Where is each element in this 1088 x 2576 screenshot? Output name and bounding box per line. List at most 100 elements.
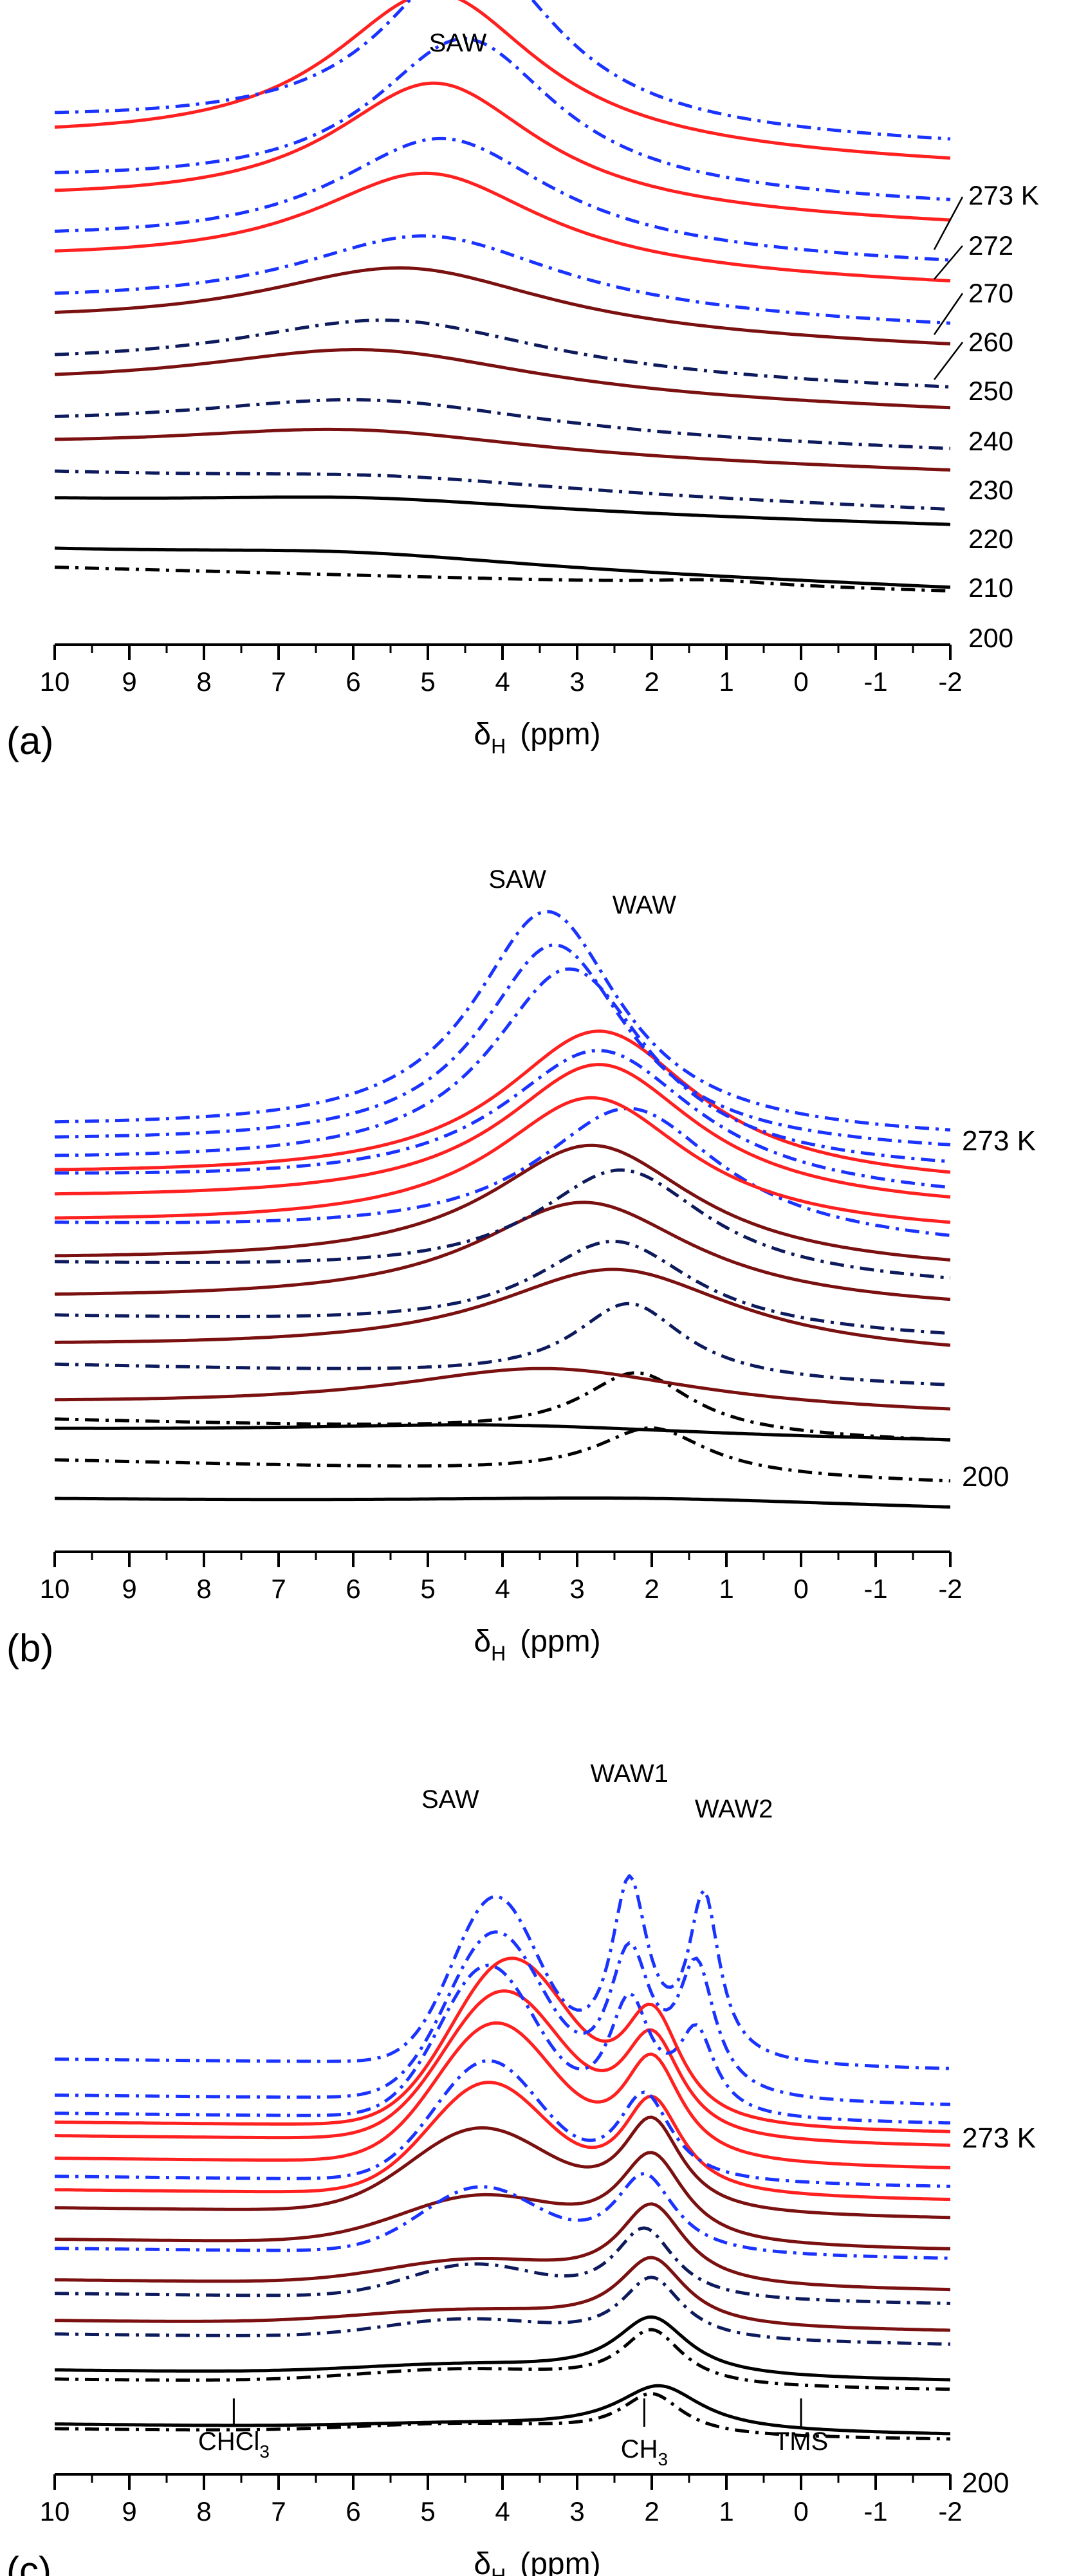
x-axis-label-sub: H [491, 735, 506, 758]
series-line-270 [55, 1049, 951, 1190]
series-line-273g [54, 0, 951, 141]
series-line-255 [54, 2081, 951, 2202]
series-line-225 [54, 1302, 951, 1386]
peak-label-waw2: WAW2 [695, 1795, 773, 1823]
x-tick-label: -1 [863, 2496, 887, 2526]
x-tick-label: 1 [719, 2496, 733, 2526]
series-line-273b [54, 1930, 951, 2106]
series-line-235 [55, 2226, 951, 2305]
x-tick-label: 2 [644, 1574, 659, 1604]
x-tick-label: 2 [644, 2496, 659, 2526]
x-axis-label-unit: (ppm) [520, 1624, 600, 1659]
x-axis-label-sub: H [491, 1642, 506, 1665]
temp-label: 273 K [962, 2122, 1036, 2154]
x-tick-label: 5 [420, 1574, 435, 1604]
leader-line [934, 245, 963, 280]
leader-line [933, 196, 964, 250]
x-tick-label: 8 [196, 1574, 211, 1604]
panel-label: (c) [6, 2549, 51, 2576]
panel-c: 10 9 8 7 6 5 4 3 2 1 0 -1 -2δH (ppm)(c)SAWWAW1WAW2273… [6, 1760, 1036, 2576]
x-tick-label: 5 [420, 667, 435, 697]
x-tick-label: 10 [40, 1574, 70, 1604]
series-line-260 [54, 1096, 951, 1224]
series-line-245 [54, 2172, 951, 2260]
series-line-220 [54, 2256, 951, 2332]
series-line-230 [54, 2202, 951, 2292]
x-tick-label: 10 [40, 2496, 70, 2526]
series-line-273f [54, 0, 951, 160]
series-line-273e [54, 37, 951, 201]
peak-marker-ch: CH3 [621, 2435, 668, 2469]
peak-label-saw: SAW [429, 29, 487, 57]
temp-label: 272 [968, 230, 1013, 261]
peak-label-waw1: WAW1 [590, 1760, 668, 1788]
series-line-260 [54, 2059, 951, 2188]
series-line-215 [55, 2328, 951, 2391]
x-axis-label: δH (ppm) [474, 1624, 600, 1665]
series-line-225 [54, 2276, 951, 2346]
temp-label: 200 [962, 2467, 1009, 2499]
series-line-260 [54, 348, 951, 410]
series-line-210 [55, 2315, 951, 2382]
x-tick-label: 0 [793, 667, 808, 697]
series-line-273b [54, 171, 951, 282]
x-tick-label: 7 [271, 1574, 286, 1604]
series-line-210 [54, 1423, 951, 1442]
series-line-245 [54, 1168, 951, 1280]
series-line-273a [54, 234, 951, 325]
temp-label: 230 [968, 475, 1013, 505]
x-tick-label: 6 [346, 667, 360, 697]
x-tick-label: 4 [495, 667, 510, 697]
x-tick-label: 3 [569, 1574, 584, 1604]
peak-marker-ch-sub: 3 [658, 2449, 668, 2469]
x-tick-label: -1 [863, 1574, 887, 1604]
peak-marker-tms: TMS [774, 2427, 828, 2456]
x-tick-label: 2 [644, 667, 659, 697]
temp-label: 210 [968, 573, 1013, 603]
x-tick-label: -2 [938, 2496, 962, 2526]
x-axis-label-unit: (ppm) [520, 2547, 600, 2576]
x-tick-label: -1 [863, 667, 887, 697]
series-line-240 [54, 2151, 951, 2250]
series-line-272 [54, 266, 951, 345]
series-line-205 [54, 2392, 951, 2441]
series-line-210 [54, 566, 951, 593]
peak-label-saw: SAW [421, 1785, 479, 1814]
x-axis-label-delta: δ [474, 2547, 491, 2576]
x-tick-label: 3 [569, 2496, 584, 2526]
x-tick-label: 1 [719, 667, 733, 697]
leader-line [934, 342, 963, 380]
peak-marker-chcl-main: CHCl [198, 2427, 260, 2456]
series-line-220 [54, 1366, 951, 1411]
series-line-235 [54, 1240, 951, 1336]
x-tick-label: -2 [938, 1574, 962, 1604]
series-line-272 [54, 1029, 951, 1174]
series-line-240 [55, 1201, 951, 1302]
x-tick-label: 4 [495, 2496, 510, 2526]
x-tick-label: 9 [122, 1574, 136, 1604]
x-axis-label-unit: (ppm) [520, 717, 600, 751]
series-line-270 [54, 318, 951, 389]
series-line-200 [55, 2384, 951, 2436]
series-line-255 [54, 1107, 951, 1237]
x-axis-label: δH (ppm) [474, 2547, 600, 2576]
leader-line [933, 293, 964, 335]
x-tick-label: 6 [346, 1574, 360, 1604]
series-line-273d [54, 81, 951, 222]
peak-marker-tms-main: TMS [774, 2427, 828, 2456]
series-line-265 [54, 2021, 951, 2169]
series-line-250 [54, 1143, 951, 1262]
x-tick-label: 6 [346, 2496, 360, 2526]
series-line-250 [54, 2115, 951, 2220]
x-tick-label: 9 [122, 667, 136, 697]
peak-marker-ch-main: CH [621, 2435, 658, 2463]
x-tick-label: 8 [196, 667, 211, 697]
x-tick-label: 0 [793, 2496, 808, 2526]
x-axis-label-delta: δ [474, 1624, 491, 1659]
x-tick-label: 3 [569, 667, 584, 697]
temp-label: 273 K [968, 180, 1039, 210]
panel-label: (a) [6, 719, 53, 762]
series-line-250 [54, 398, 951, 450]
